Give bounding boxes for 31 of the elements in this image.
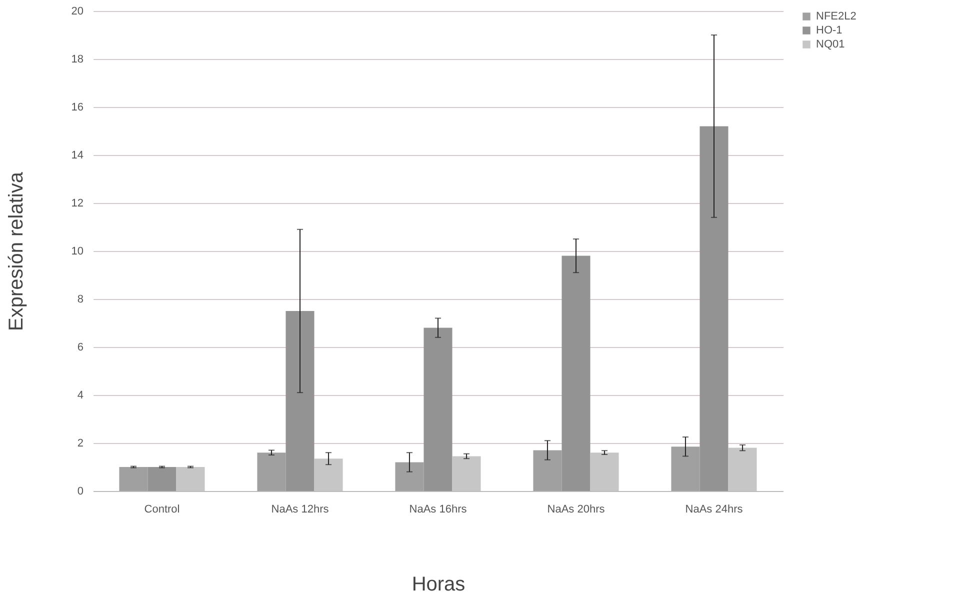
y-tick-label: 16 [71, 102, 84, 114]
y-tick-label: 18 [71, 54, 84, 66]
bar [562, 256, 590, 491]
bar [700, 126, 728, 491]
bar [257, 452, 286, 491]
y-tick-label: 2 [77, 438, 84, 450]
bar [119, 467, 148, 491]
y-tick-label: 10 [71, 246, 84, 258]
y-tick-label: 20 [71, 6, 84, 18]
y-tick-label: 8 [77, 294, 84, 306]
legend-label: NQ01 [816, 38, 845, 50]
y-tick-label: 0 [77, 486, 84, 498]
x-tick-label: NaAs 20hrs [547, 504, 606, 516]
bar [533, 450, 562, 491]
y-tick-label: 4 [77, 390, 84, 402]
legend-label: NFE2L2 [816, 10, 856, 22]
bar [395, 462, 424, 491]
y-tick-label: 12 [71, 198, 84, 210]
bar [671, 446, 700, 491]
y-tick-label: 14 [71, 150, 84, 162]
y-axis-title: Expresión relativa [5, 171, 28, 331]
x-tick-label: NaAs 12hrs [271, 504, 330, 516]
x-axis-title: Horas [412, 574, 466, 596]
legend-label: HO-1 [816, 24, 842, 36]
x-tick-label: NaAs 16hrs [409, 504, 468, 516]
y-tick-label: 6 [77, 342, 84, 354]
bar [424, 328, 452, 491]
bar [148, 467, 176, 491]
x-tick-label: NaAs 24hrs [685, 504, 744, 516]
bar [286, 311, 314, 491]
x-tick-label: Control [144, 504, 180, 516]
